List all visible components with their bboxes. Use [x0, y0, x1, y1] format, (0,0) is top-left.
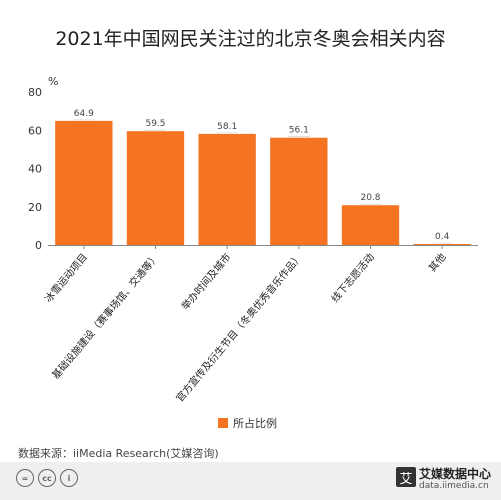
data-label: 64.9 [74, 109, 94, 119]
y-tick-label: 0 [35, 239, 42, 252]
legend-swatch [218, 418, 228, 428]
y-unit-label: % [48, 75, 58, 88]
brand-url: data.iimedia.cn [419, 481, 489, 491]
no-derivatives-icon: = [16, 469, 34, 487]
chart-title: 2021年中国网民关注过的北京冬奥会相关内容 [55, 28, 446, 50]
creative-commons-icon: cc [38, 469, 56, 487]
source-note: 数据来源：iiMedia Research(艾媒咨询) [18, 447, 219, 460]
y-tick-label: 80 [28, 86, 42, 99]
y-tick-label: 40 [28, 163, 42, 176]
x-tick-label: 冰雪运动项目 [42, 251, 91, 305]
data-label: 0.4 [435, 232, 450, 242]
bar [270, 137, 328, 245]
axes: % 0 20 40 60 80 [28, 75, 478, 252]
y-tick-label: 60 [28, 124, 42, 137]
data-label: 56.1 [289, 126, 309, 136]
bars [55, 120, 471, 245]
data-label: 58.1 [217, 122, 237, 132]
x-tick-label: 官方宣传及衍生节目（冬奥优秀音乐作品） [173, 251, 305, 405]
x-tick-label: 举办时间及城市 [179, 251, 234, 313]
bar [413, 244, 471, 245]
bar [341, 205, 400, 245]
x-tick-label: 其他 [426, 251, 449, 275]
legend: 所占比例 [218, 415, 277, 431]
y-tick-label: 20 [28, 201, 42, 214]
bar [55, 120, 113, 245]
attribution-icon: i [60, 469, 78, 487]
legend-label: 所占比例 [233, 417, 277, 430]
x-tick-label: 线下志愿活动 [328, 251, 377, 305]
data-label: 20.8 [360, 193, 380, 203]
bar [198, 133, 256, 245]
data-label: 59.5 [145, 119, 165, 129]
brand-logo-icon: 艾 [396, 467, 416, 487]
bar [126, 131, 185, 245]
footer-bar [0, 462, 501, 500]
brand-name: 艾媒数据中心 [419, 467, 492, 481]
